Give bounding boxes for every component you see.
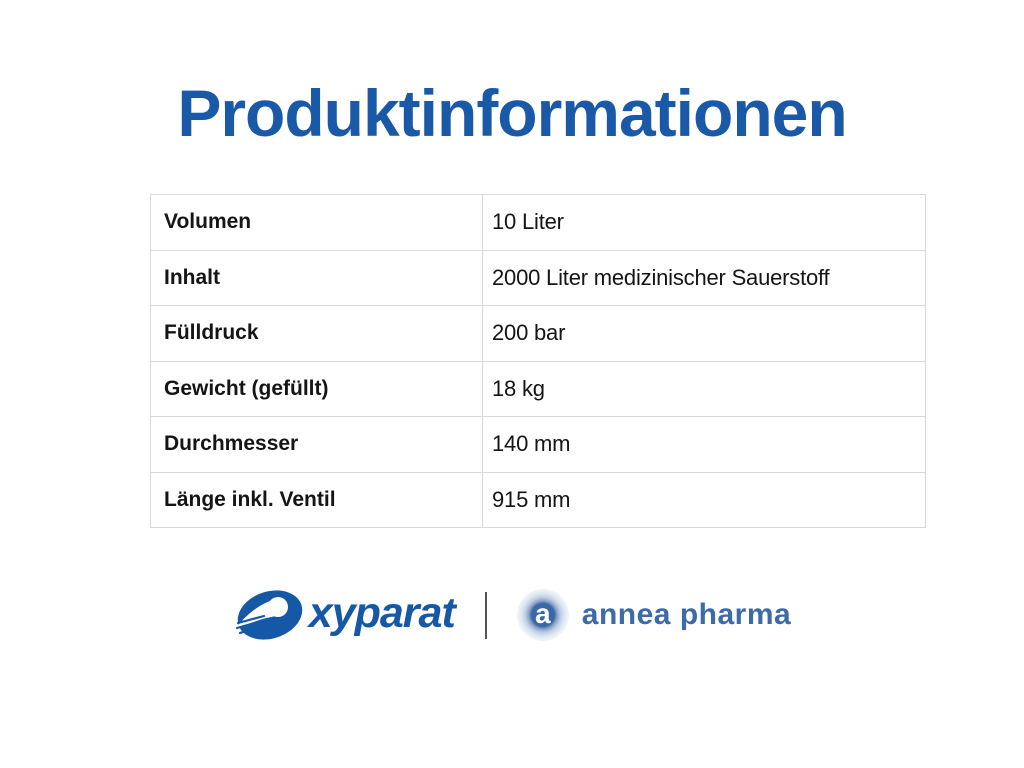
table-row: Länge inkl. Ventil 915 mm xyxy=(150,471,926,528)
oxyparat-logo: xyparat xyxy=(233,584,456,646)
table-value-fuelldruck: 200 bar xyxy=(482,305,926,362)
table-row: Fülldruck 200 bar xyxy=(150,305,926,362)
page-title: Produktinformationen xyxy=(177,76,847,150)
table-label-volumen: Volumen xyxy=(150,194,483,251)
table-value-inhalt: 2000 Liter medizinischer Sauerstoff xyxy=(482,249,926,306)
product-info-table: Volumen 10 Liter Inhalt 2000 Liter mediz… xyxy=(150,194,926,528)
table-value-gewicht: 18 kg xyxy=(482,360,926,417)
annea-pharma-logo: a annea pharma xyxy=(516,589,792,641)
table-value-volumen: 10 Liter xyxy=(482,194,926,251)
logo-divider xyxy=(484,591,487,639)
table-label-fuelldruck: Fülldruck xyxy=(150,305,483,362)
annea-pharma-wordmark: annea pharma xyxy=(581,598,792,631)
table-label-gewicht: Gewicht (gefüllt) xyxy=(150,360,483,417)
table-label-durchmesser: Durchmesser xyxy=(150,416,483,473)
table-row: Durchmesser 140 mm xyxy=(150,416,926,473)
oxyparat-o-swoosh-icon xyxy=(233,590,303,640)
oxyparat-wordmark: xyparat xyxy=(308,588,456,637)
table-value-durchmesser: 140 mm xyxy=(482,416,926,473)
table-row: Gewicht (gefüllt) 18 kg xyxy=(150,360,926,417)
footer-logos: xyparat a annea pharma xyxy=(0,584,1024,646)
table-row: Inhalt 2000 Liter medizinischer Sauersto… xyxy=(150,249,926,306)
table-label-inhalt: Inhalt xyxy=(150,249,483,306)
annea-icon-letter: a xyxy=(534,598,551,629)
table-row: Volumen 10 Liter xyxy=(150,194,926,251)
table-label-laenge: Länge inkl. Ventil xyxy=(150,471,483,528)
annea-a-watercolor-icon: a xyxy=(516,589,569,641)
table-value-laenge: 915 mm xyxy=(482,471,926,528)
